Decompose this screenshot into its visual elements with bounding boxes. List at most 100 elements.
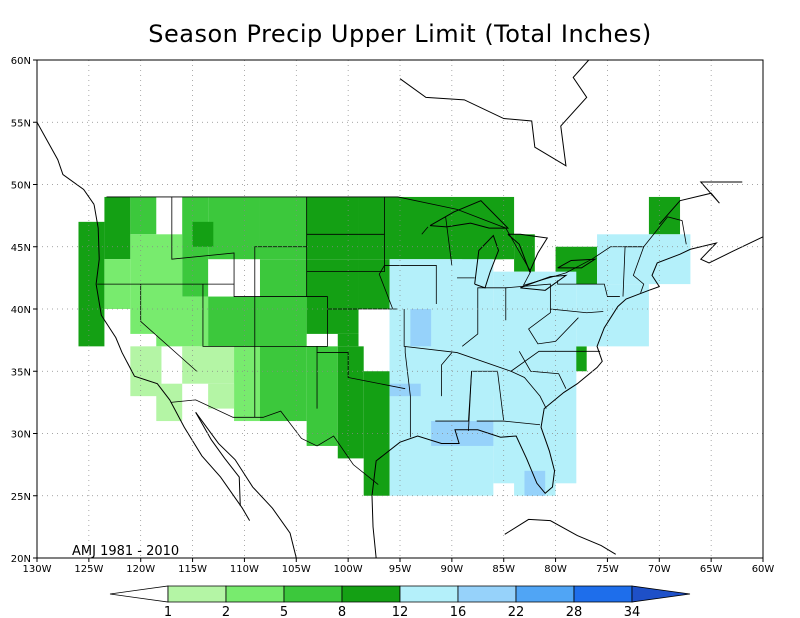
colorbar-label: 5 xyxy=(280,605,288,618)
colorbar-swatch xyxy=(457,585,517,603)
graticule xyxy=(37,60,763,558)
precip-cell xyxy=(104,196,131,260)
x-tick-label: 110W xyxy=(230,564,259,575)
precip-cell xyxy=(208,296,260,347)
x-tick-label: 60W xyxy=(752,564,775,575)
precip-cell xyxy=(389,383,421,397)
precip-cell xyxy=(337,346,364,459)
x-tick-label: 100W xyxy=(334,564,363,575)
precip-cell xyxy=(410,309,432,347)
map-title: Season Precip Upper Limit (Total Inches) xyxy=(148,20,652,48)
x-tick-label: 130W xyxy=(23,564,52,575)
precip-cell xyxy=(306,196,359,260)
period-label: AMJ 1981 - 2010 xyxy=(72,544,179,559)
x-tick-label: 85W xyxy=(492,564,515,575)
coastline xyxy=(371,236,763,558)
x-tick-label: 65W xyxy=(700,564,723,575)
precip-cell xyxy=(259,196,307,260)
border-line xyxy=(441,352,453,397)
colorbar-swatch xyxy=(515,585,575,603)
precip-cell xyxy=(208,196,260,260)
colorbar-label: 8 xyxy=(338,605,346,618)
coastline xyxy=(195,412,297,558)
x-tick-label: 95W xyxy=(389,564,412,575)
precip-cell xyxy=(259,259,307,347)
x-tick-label: 80W xyxy=(544,564,567,575)
precip-cell xyxy=(130,196,157,235)
precip-cell xyxy=(234,346,260,422)
coastline xyxy=(37,84,95,205)
colorbar: 1 2 5 8 12 16 22 28 34 xyxy=(109,585,691,618)
precip-cell xyxy=(648,196,681,235)
border-line xyxy=(378,265,394,310)
precip-cell xyxy=(182,346,235,384)
y-tick-label: 30N xyxy=(11,430,31,441)
y-tick-label: 55N xyxy=(11,118,31,129)
x-tick-label: 125W xyxy=(74,564,103,575)
border-line xyxy=(510,370,547,409)
border-line xyxy=(316,346,406,390)
precip-cell xyxy=(192,221,214,247)
x-tick-label: 70W xyxy=(648,564,671,575)
border-line xyxy=(404,346,411,438)
precip-cell xyxy=(208,383,235,409)
colorbar-label: 34 xyxy=(624,605,641,618)
colorbar-label: 16 xyxy=(450,605,467,618)
precip-cell xyxy=(259,346,307,422)
colorbar-label: 1 xyxy=(164,605,172,618)
colorbar-swatch xyxy=(341,585,401,603)
precip-cell xyxy=(156,296,209,347)
border-line xyxy=(503,420,541,426)
border-line xyxy=(170,399,379,485)
colorbar-swatch xyxy=(573,585,633,603)
y-tick-label: 20N xyxy=(11,554,31,565)
colorbar-label: 12 xyxy=(392,605,409,618)
precip-cell xyxy=(597,234,691,285)
precip-cell xyxy=(358,259,390,309)
border-line xyxy=(254,196,308,418)
y-tick-label: 35N xyxy=(11,367,31,378)
x-tick-label: 105W xyxy=(282,564,311,575)
colorbar-label: 2 xyxy=(222,605,230,618)
x-tick-label: 115W xyxy=(178,564,207,575)
y-tick-label: 45N xyxy=(11,243,31,254)
border-line xyxy=(384,265,437,305)
border-line xyxy=(557,280,620,297)
colorbar-label: 22 xyxy=(508,605,525,618)
colorbar-swatch xyxy=(167,585,227,603)
precip-cell xyxy=(524,470,546,496)
border-line xyxy=(306,196,385,273)
precip-cell xyxy=(363,371,390,496)
border-line xyxy=(468,371,472,432)
y-tick-label: 50N xyxy=(11,181,31,192)
y-tick-label: 25N xyxy=(11,492,31,503)
coastline xyxy=(658,181,743,225)
x-tick-label: 120W xyxy=(126,564,155,575)
axis-ticks: 130W 125W 120W 115W 110W 105W 100W 95W 90W 85W 80W… xyxy=(11,56,775,575)
y-tick-label: 60N xyxy=(11,56,31,67)
precip-cell xyxy=(306,346,338,446)
border-line xyxy=(403,309,601,372)
border-line xyxy=(171,196,328,347)
border-line xyxy=(435,370,505,422)
colorbar-swatch xyxy=(225,585,285,603)
coastline xyxy=(557,258,597,269)
colorbar-swatch xyxy=(399,585,459,603)
coastline xyxy=(520,274,568,291)
coastline xyxy=(93,204,251,521)
coastline xyxy=(507,233,549,273)
border-line xyxy=(445,216,453,266)
border-line xyxy=(421,226,429,235)
border-line xyxy=(140,284,197,372)
border-line xyxy=(106,196,687,286)
colorbar-label: 28 xyxy=(566,605,583,618)
coastline xyxy=(195,412,241,506)
coastline xyxy=(399,60,590,167)
colorbar-swatch xyxy=(631,585,691,603)
x-tick-label: 90W xyxy=(441,564,464,575)
border-line xyxy=(622,246,645,297)
border-line xyxy=(528,309,579,345)
x-tick-label: 75W xyxy=(596,564,619,575)
colorbar-swatch xyxy=(109,585,169,603)
